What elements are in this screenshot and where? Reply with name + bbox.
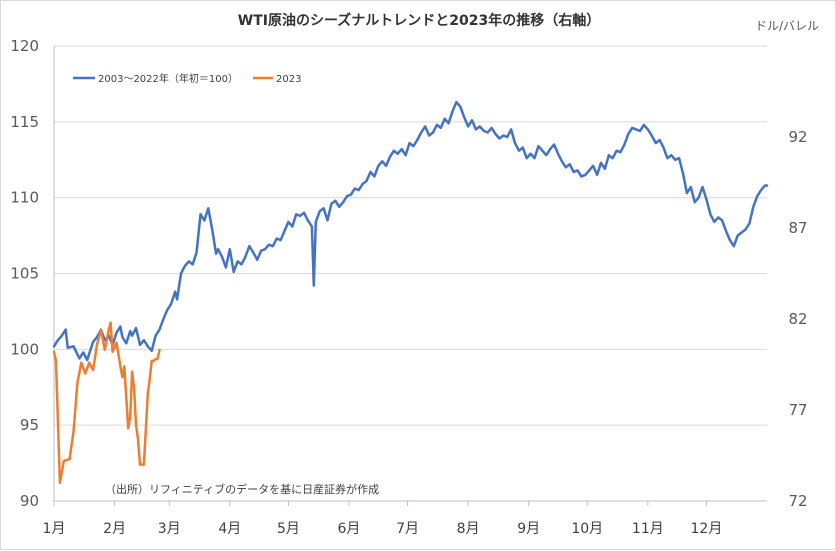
x-tick-label: 2月	[103, 521, 126, 537]
chart-title: WTI原油のシーズナルトレンドと2023年の推移（右軸）	[238, 12, 600, 29]
right-tick-label: 82	[788, 310, 807, 328]
x-axis-ticks: 1月 2月 3月 4月 5月 6月 7月 8月 9月 10月 11月 12月	[43, 500, 767, 537]
legend: 2003～2022年（年初＝100） 2023	[73, 72, 301, 85]
x-tick-label: 4月	[218, 521, 241, 537]
x-tick-label: 11月	[632, 521, 664, 537]
right-tick-label: 72	[788, 492, 807, 510]
legend-label-base-trend: 2003～2022年（年初＝100）	[98, 72, 238, 85]
x-tick-label: 1月	[43, 521, 66, 537]
x-tick-label: 10月	[571, 521, 603, 537]
x-tick-label: 5月	[277, 521, 300, 537]
left-tick-label: 100	[10, 340, 39, 358]
gridlines	[53, 45, 767, 502]
legend-label-2023: 2023	[276, 74, 301, 85]
series-lines	[52, 100, 769, 485]
left-tick-label: 120	[10, 37, 39, 55]
series-line-2023	[52, 321, 161, 485]
left-tick-label: 95	[20, 416, 39, 434]
left-tick-label: 110	[10, 189, 39, 207]
x-tick-label: 8月	[457, 521, 480, 537]
left-axis-ticks: 90 95 100 105 110 115 120	[10, 37, 39, 510]
source-note: （出所）リフィニティブのデータを基に日産証券が作成	[105, 482, 379, 496]
left-tick-label: 105	[10, 265, 39, 283]
left-tick-label: 115	[10, 113, 39, 131]
x-tick-label: 9月	[517, 521, 540, 537]
x-tick-label: 12月	[691, 521, 723, 537]
right-axis-ticks: 72 77 82 87 92	[788, 128, 807, 510]
right-tick-label: 77	[788, 401, 807, 419]
right-axis-unit: ドル/バレル	[755, 19, 819, 33]
x-tick-label: 3月	[158, 521, 181, 537]
left-tick-label: 90	[20, 492, 39, 510]
series-line-base-trend	[52, 100, 769, 362]
right-tick-label: 87	[788, 219, 807, 237]
x-tick-label: 7月	[396, 521, 419, 537]
right-tick-label: 92	[788, 128, 807, 146]
x-tick-label: 6月	[338, 521, 361, 537]
